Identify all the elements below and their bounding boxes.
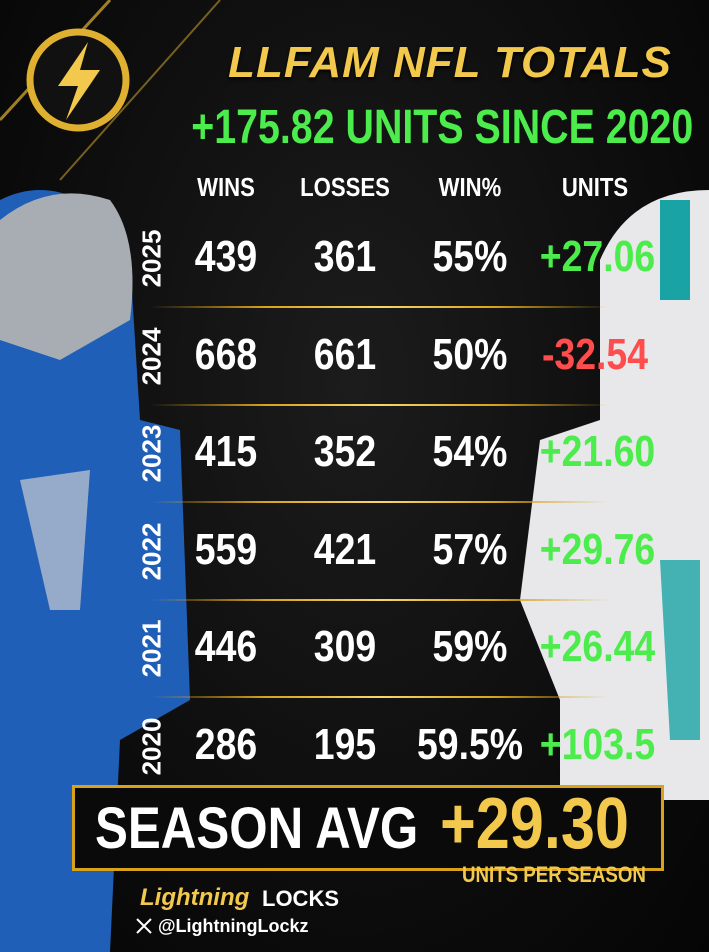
table-cell: 352 — [313, 427, 377, 476]
table-cell: 57% — [432, 524, 508, 574]
table-cell: 668 — [194, 329, 258, 379]
table-cell: 50% — [432, 329, 508, 379]
title: LLFAM NFL TOTALS — [228, 38, 672, 87]
table-cell: 559 — [194, 524, 258, 574]
table-cell: 361 — [313, 232, 377, 281]
table-cell: 195 — [313, 719, 377, 769]
row-divider — [150, 501, 610, 503]
table-cell: +27.06 — [539, 232, 656, 281]
table-cell: 55% — [432, 232, 508, 281]
table-cell: 661 — [313, 329, 377, 379]
row-year: 2020 — [136, 717, 167, 775]
brand-name: Lightning — [140, 884, 250, 911]
table-cell: 309 — [313, 622, 377, 671]
table-cell: 421 — [313, 524, 377, 574]
table-cell: 59.5% — [416, 719, 524, 769]
table-cell: +29.76 — [539, 524, 656, 574]
table-cell: +21.60 — [539, 427, 656, 476]
row-year: 2023 — [136, 424, 167, 483]
row-year: 2024 — [136, 327, 167, 385]
row-divider — [150, 306, 610, 308]
brand-name: LOCKS — [262, 886, 339, 911]
row-divider — [150, 696, 610, 698]
column-header: WIN% — [438, 172, 502, 202]
table-cell: 54% — [432, 427, 508, 476]
summary-box — [72, 785, 664, 871]
summary-value: +29.30 — [440, 784, 629, 864]
table-cell: 286 — [194, 719, 258, 769]
row-divider — [150, 403, 610, 406]
table-cell: 446 — [194, 622, 258, 671]
row-year: 2025 — [136, 229, 167, 288]
table-cell: 415 — [194, 427, 258, 476]
social-handle: @LightningLockz — [158, 916, 309, 936]
row-divider — [150, 598, 610, 601]
table-cell: +26.44 — [539, 622, 656, 671]
subtitle: +175.82 UNITS SINCE 2020 — [191, 101, 694, 154]
x-logo — [136, 918, 152, 934]
column-header: UNITS — [561, 172, 629, 202]
summary-caption: UNITS PER SEASON — [462, 862, 646, 887]
table-cell: 439 — [194, 232, 258, 281]
table-cell: +103.5 — [539, 719, 656, 769]
table-cell: -32.54 — [541, 329, 649, 379]
summary-label: SEASON AVG — [95, 796, 419, 861]
table-cell: 59% — [432, 622, 508, 671]
row-year: 2022 — [136, 522, 167, 580]
column-header: LOSSES — [300, 172, 390, 202]
row-year: 2021 — [136, 619, 167, 678]
column-header: WINS — [197, 172, 255, 202]
